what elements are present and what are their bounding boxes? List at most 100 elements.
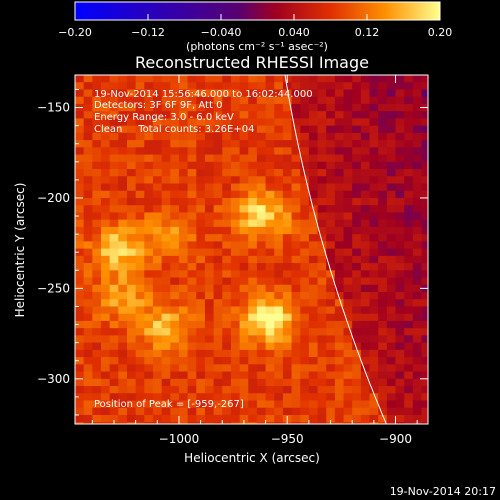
heatmap-cell [404, 205, 414, 214]
heatmap-cell [196, 154, 206, 163]
heatmap-cell [222, 89, 232, 98]
heatmap-cell [213, 96, 223, 105]
heatmap-cell [187, 183, 197, 192]
heatmap-cell [204, 125, 215, 134]
heatmap-cell [204, 147, 215, 156]
heatmap-cell [187, 393, 197, 402]
heatmap-cell [326, 335, 336, 344]
heatmap-cell [152, 263, 163, 271]
heatmap-cell [109, 407, 119, 416]
heatmap-cell [386, 219, 397, 228]
heatmap-cell [75, 118, 85, 127]
heatmap-cell [83, 103, 93, 112]
heatmap-cell [352, 89, 362, 98]
heatmap-cell [308, 284, 319, 293]
heatmap-cell [196, 183, 206, 192]
heatmap-cell [404, 103, 414, 112]
heatmap-cell [222, 277, 232, 286]
heatmap-cell [360, 75, 371, 83]
heatmap-cell [386, 263, 397, 271]
heatmap-cell [395, 82, 405, 91]
heatmap-cell [196, 378, 206, 387]
heatmap-cell [282, 335, 293, 344]
heatmap-cell [248, 393, 258, 402]
heatmap-cell [369, 241, 379, 250]
heatmap-cell [291, 96, 301, 105]
heatmap-cell [386, 212, 397, 221]
heatmap-cell [161, 89, 171, 98]
heatmap-cell [204, 357, 215, 365]
heatmap-cell [144, 118, 154, 127]
heatmap-cell [109, 328, 119, 336]
heatmap-cell [256, 183, 267, 192]
heatmap-cell [256, 378, 267, 387]
heatmap-cell [378, 234, 388, 242]
heatmap-cell [326, 393, 336, 402]
heatmap-cell [412, 342, 423, 351]
heatmap-cell [395, 118, 405, 127]
heatmap-cell [308, 161, 319, 170]
heatmap-cell [152, 364, 163, 373]
heatmap-cell [291, 378, 301, 387]
heatmap-cell [274, 212, 284, 221]
heatmap-cell [100, 342, 111, 351]
heatmap-cell [421, 407, 428, 416]
heatmap-cell [178, 342, 189, 351]
heatmap-cell [395, 219, 405, 228]
heatmap-cell [161, 140, 171, 148]
heatmap-cell [222, 82, 232, 91]
heatmap-cell [395, 313, 405, 322]
heatmap-cell [213, 161, 223, 170]
heatmap-cell [109, 241, 119, 250]
heatmap-cell [213, 212, 223, 221]
heatmap-cell [230, 328, 241, 336]
heatmap-cell [213, 154, 223, 163]
heatmap-cell [204, 342, 215, 351]
heatmap-cell [378, 349, 388, 358]
heatmap-cell [75, 407, 85, 416]
heatmap-cell [300, 197, 310, 206]
heatmap-cell [135, 364, 145, 373]
heatmap-cell [291, 226, 301, 235]
heatmap-cell [343, 89, 353, 98]
heatmap-cell [300, 407, 310, 416]
heatmap-cell [308, 75, 319, 83]
heatmap-cell [83, 125, 93, 134]
heatmap-cell [230, 342, 241, 351]
heatmap-cell [213, 335, 223, 344]
heatmap-cell [170, 125, 180, 134]
heatmap-cell [118, 328, 128, 336]
heatmap-cell [308, 219, 319, 228]
heatmap-cell [317, 328, 327, 336]
heatmap-cell [75, 248, 85, 257]
heatmap-cell [152, 291, 163, 300]
heatmap-cell [300, 118, 310, 127]
heatmap-cell [144, 335, 154, 344]
heatmap-cell [83, 414, 93, 423]
peak-position-label: Position of Peak = [-959,-267] [94, 399, 244, 410]
heatmap-cell [187, 190, 197, 199]
heatmap-cell [92, 176, 102, 185]
heatmap-cell [256, 313, 267, 322]
heatmap-cell [196, 306, 206, 315]
heatmap-cell [144, 176, 154, 185]
heatmap-cell [239, 284, 249, 293]
heatmap-cell [239, 291, 249, 300]
heatmap-cell [343, 75, 353, 83]
heatmap-cell [204, 270, 215, 279]
heatmap-cell [308, 190, 319, 199]
heatmap-cell [282, 161, 293, 170]
heatmap-cell [170, 248, 180, 257]
heatmap-cell [83, 147, 93, 156]
heatmap-cell [352, 169, 362, 177]
heatmap-cell [334, 132, 345, 141]
heatmap-cell [326, 154, 336, 163]
heatmap-cell [352, 248, 362, 257]
heatmap-cell [170, 190, 180, 199]
heatmap-cell [265, 277, 275, 286]
heatmap-cell [109, 226, 119, 235]
heatmap-cell [343, 147, 353, 156]
heatmap-cell [274, 241, 284, 250]
heatmap-cell [395, 320, 405, 329]
heatmap-cell [256, 306, 267, 315]
